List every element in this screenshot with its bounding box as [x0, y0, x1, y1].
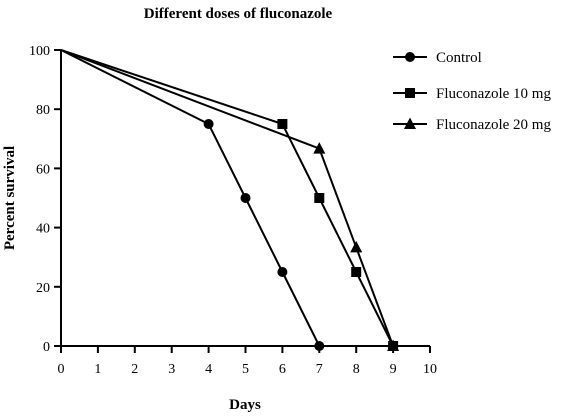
data-point-square — [351, 267, 362, 277]
series-layer — [60, 49, 400, 351]
x-ticks: 0 1 2 3 4 5 6 7 8 9 10 — [58, 346, 437, 377]
x-axis-label: Days — [229, 397, 261, 413]
chart-title: Different doses of fluconazole — [144, 6, 333, 22]
x-tick-label: 5 — [242, 362, 249, 377]
series-square — [60, 49, 399, 351]
data-point-square — [314, 193, 325, 203]
x-tick-label: 4 — [205, 362, 212, 377]
series-triangle — [60, 49, 400, 351]
y-tick-label: 40 — [36, 222, 50, 237]
y-tick-label: 0 — [43, 340, 50, 355]
y-tick-label: 60 — [36, 162, 50, 177]
data-point-triangle — [313, 142, 326, 154]
data-point-circle — [277, 267, 288, 277]
data-point-circle — [240, 193, 251, 203]
data-point-triangle — [387, 339, 400, 351]
y-tick-label: 20 — [36, 281, 50, 296]
data-point-triangle — [350, 240, 363, 253]
series-line — [60, 49, 394, 347]
legend-label: Fluconazole 10 mg — [436, 86, 551, 102]
data-point-circle — [314, 341, 325, 351]
y-tick-label: 80 — [36, 103, 50, 118]
legend-item: Fluconazole 20 mg — [393, 117, 551, 133]
legend-marker-square — [405, 88, 415, 98]
y-tick-label: 100 — [29, 44, 50, 59]
x-tick-label: 3 — [168, 362, 175, 377]
legend-item: Control — [393, 50, 482, 66]
x-tick-label: 8 — [353, 362, 360, 377]
x-tick-label: 7 — [316, 362, 323, 377]
y-ticks: 0 20 40 60 80 100 — [29, 44, 61, 355]
x-tick-label: 1 — [94, 362, 101, 377]
y-axis-label: Percent survival — [2, 146, 18, 250]
series-circle — [60, 49, 325, 351]
series-line — [60, 49, 321, 347]
data-point-square — [277, 119, 288, 129]
legend: Control Fluconazole 10 mg Fluconazole 20 m… — [393, 50, 551, 133]
x-tick-label: 10 — [423, 362, 437, 377]
legend-item: Fluconazole 10 mg — [393, 86, 551, 102]
x-tick-label: 0 — [58, 362, 65, 377]
x-tick-label: 6 — [279, 362, 286, 377]
data-point-circle — [203, 119, 214, 129]
legend-marker-circle — [405, 52, 415, 62]
x-tick-label: 2 — [131, 362, 138, 377]
x-tick-label: 9 — [390, 362, 397, 377]
legend-marker-triangle — [404, 117, 416, 129]
series-line — [60, 49, 395, 347]
legend-label: Fluconazole 20 mg — [436, 117, 551, 133]
legend-label: Control — [436, 50, 482, 66]
